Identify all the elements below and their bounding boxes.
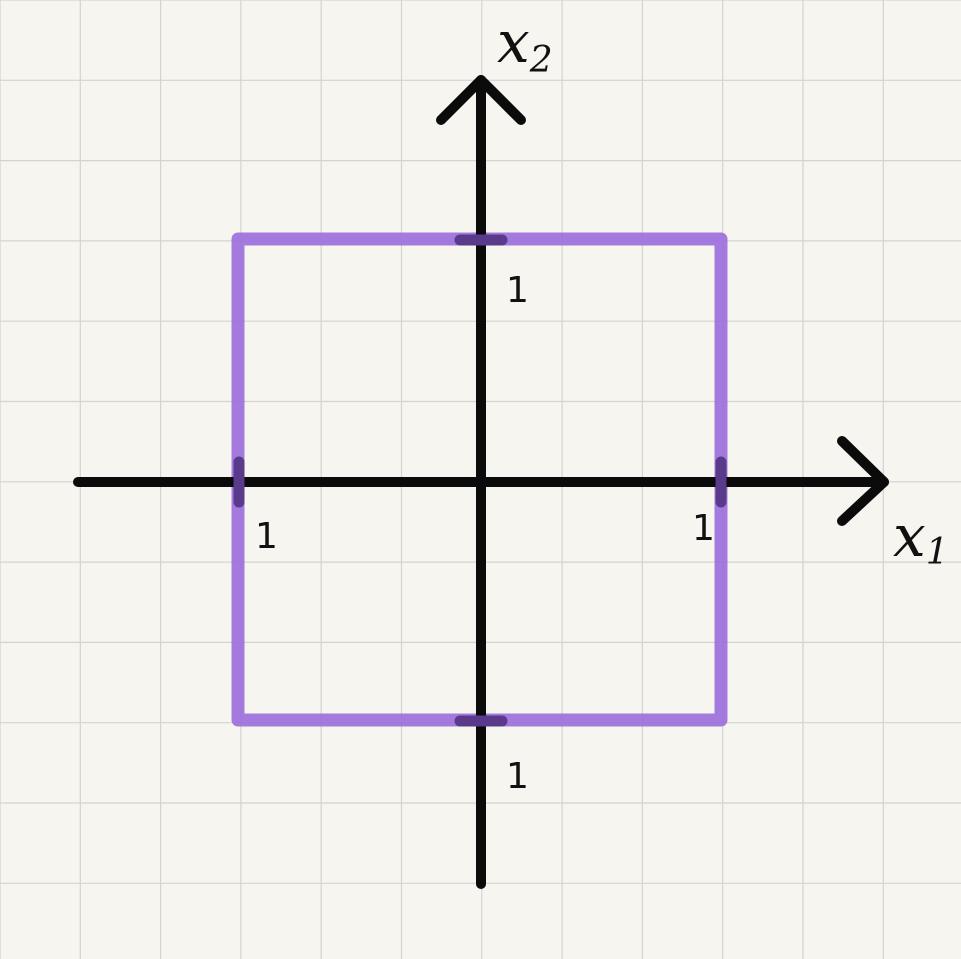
x-axis-label-subscript: 1 bbox=[926, 532, 949, 573]
x-axis-arrowhead bbox=[837, 436, 889, 526]
y-axis bbox=[436, 75, 526, 889]
x-axis-label: x1 bbox=[893, 502, 949, 573]
tick-marks bbox=[233, 234, 727, 727]
y-axis-arrowhead bbox=[436, 75, 526, 125]
y-axis-label: x2 bbox=[497, 8, 553, 81]
tick-label-y-negative: 1 bbox=[506, 756, 529, 797]
tick-label-x-negative: 1 bbox=[255, 516, 278, 557]
y-axis-label-main: x bbox=[497, 8, 530, 76]
tick-label-y-positive: 1 bbox=[506, 270, 529, 311]
y-axis-label-subscript: 2 bbox=[529, 40, 553, 81]
x-axis-label-main: x bbox=[893, 502, 926, 570]
tick-label-x-positive: 1 bbox=[692, 508, 715, 549]
